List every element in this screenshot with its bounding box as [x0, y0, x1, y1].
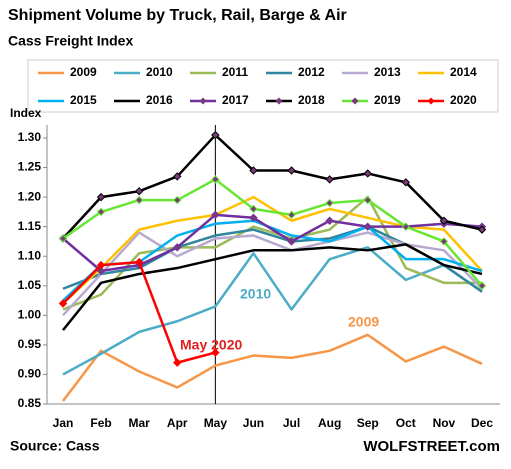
series-line — [62, 333, 483, 402]
series-line — [62, 243, 483, 331]
marker — [287, 210, 296, 220]
marker — [58, 234, 68, 243]
marker — [96, 266, 106, 276]
x-tick-label: Oct — [396, 416, 416, 430]
y-axis-label: Index — [10, 106, 42, 120]
legend-label: 2014 — [450, 65, 477, 79]
chart-title: Shipment Volume by Truck, Rail, Barge & … — [8, 7, 347, 24]
y-tick-label: 0.95 — [18, 337, 42, 351]
marker — [211, 348, 220, 357]
chart-subtitle: Cass Freight Index — [8, 33, 133, 49]
legend-label: 2010 — [146, 65, 173, 79]
marker — [58, 299, 68, 308]
legend-marker — [351, 97, 359, 105]
marker — [287, 166, 296, 175]
marker — [134, 195, 144, 205]
marker — [173, 172, 182, 181]
x-tick-label: Jul — [283, 416, 300, 430]
x-tick-label: Apr — [167, 416, 188, 430]
y-tick-label: 1.15 — [18, 219, 42, 233]
marker — [325, 175, 334, 184]
y-tick-label: 1.30 — [18, 130, 42, 144]
marker — [401, 178, 411, 187]
series-line — [62, 195, 482, 311]
marker — [173, 195, 182, 205]
brand: WOLFSTREET.com — [363, 438, 500, 455]
x-tick-label: Sep — [357, 416, 379, 430]
marker — [134, 186, 144, 196]
legend-marker — [275, 97, 283, 105]
y-tick-label: 1.25 — [18, 160, 42, 174]
legend-label: 2016 — [146, 93, 173, 107]
marker — [477, 281, 487, 290]
x-tick-label: Jan — [53, 416, 74, 430]
y-tick-label: 1.20 — [18, 189, 42, 203]
marker — [249, 213, 258, 223]
marker — [249, 204, 258, 214]
series-line — [62, 178, 483, 287]
legend-label: 2018 — [298, 93, 325, 107]
marker — [96, 207, 106, 217]
x-tick-label: May — [204, 416, 228, 430]
marker — [439, 216, 449, 225]
y-tick-label: 0.90 — [18, 367, 42, 381]
x-tick-label: Nov — [433, 416, 456, 430]
marker — [173, 243, 182, 252]
legend-label: 2020 — [450, 93, 477, 107]
marker — [325, 216, 334, 225]
series-line — [62, 231, 483, 317]
marker — [249, 166, 258, 175]
legend-label: 2013 — [374, 65, 401, 79]
x-tick-label: Mar — [129, 416, 151, 430]
marker — [401, 222, 411, 231]
legend-marker — [199, 97, 207, 105]
marker — [211, 175, 220, 184]
marker — [96, 192, 106, 202]
marker — [325, 198, 334, 208]
legend-box — [27, 59, 499, 113]
legend-label: 2015 — [70, 93, 97, 107]
legend-label: 2011 — [222, 65, 248, 79]
y-tick-label: 1.10 — [18, 248, 42, 262]
annotation: May 2020 — [180, 337, 242, 353]
annotation: 2010 — [240, 286, 271, 302]
marker — [134, 257, 144, 267]
marker — [173, 358, 182, 367]
source: Source: Cass — [10, 438, 100, 454]
x-tick-label: Dec — [471, 416, 493, 430]
marker — [211, 130, 220, 140]
marker — [287, 237, 296, 246]
x-tick-label: Aug — [318, 416, 341, 430]
marker — [477, 225, 487, 234]
marker — [363, 222, 372, 231]
annotation: 2009 — [348, 314, 379, 330]
legend-marker — [427, 97, 435, 105]
legend-label: 2017 — [222, 93, 249, 107]
series-line — [62, 213, 483, 273]
legend-label: 2019 — [374, 93, 401, 107]
x-tick-label: Jun — [243, 416, 264, 430]
series-line — [62, 246, 483, 376]
y-tick-label: 1.05 — [18, 278, 42, 292]
series-line — [62, 133, 483, 240]
y-tick-label: 1.00 — [18, 308, 42, 322]
marker — [439, 237, 449, 246]
x-tick-label: Feb — [90, 416, 111, 430]
legend-label: 2009 — [70, 65, 97, 79]
marker — [363, 169, 372, 178]
legend-label: 2012 — [298, 65, 325, 79]
y-tick-label: 0.85 — [18, 396, 42, 410]
marker — [96, 260, 106, 270]
marker — [363, 195, 372, 205]
marker — [211, 210, 220, 220]
